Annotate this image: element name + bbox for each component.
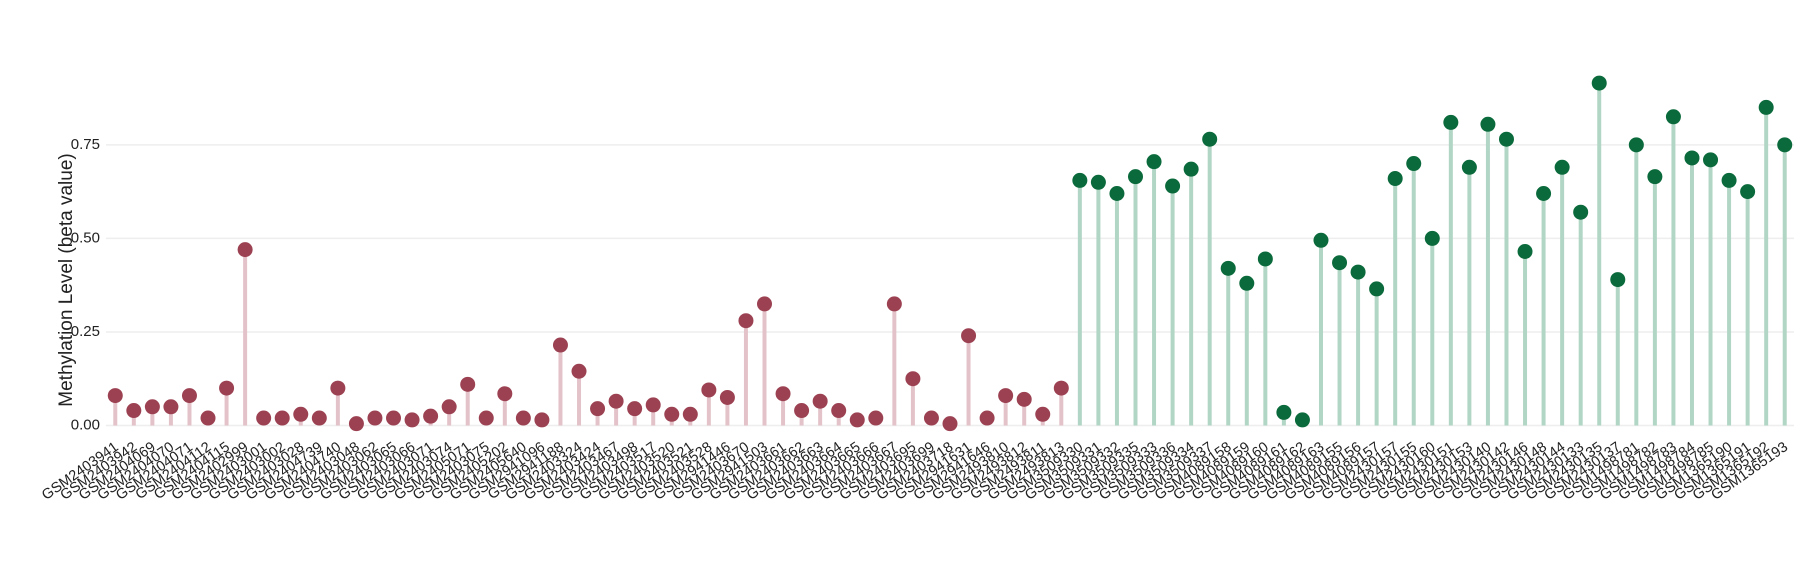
dot (775, 386, 791, 402)
dot (961, 328, 977, 344)
dot (144, 399, 160, 415)
dot (237, 242, 253, 258)
dot (1591, 75, 1607, 91)
y-axis-label: Methylation Level (beta value) (56, 153, 77, 406)
dot (330, 380, 346, 396)
dot (868, 410, 884, 426)
dot (478, 410, 494, 426)
dot (200, 410, 216, 426)
dot (515, 410, 531, 426)
dot (664, 406, 680, 422)
y-tick-label: 0.75 (71, 136, 100, 153)
dot (386, 410, 402, 426)
dot (645, 397, 661, 413)
dot (1220, 260, 1236, 276)
dot (719, 389, 735, 405)
dot (812, 393, 828, 409)
dot (849, 412, 865, 428)
dot (1109, 185, 1125, 201)
dot (1480, 116, 1496, 132)
dot (1758, 99, 1774, 115)
dot (942, 416, 958, 432)
dot (348, 416, 364, 432)
dot (1369, 281, 1385, 297)
dot (1016, 391, 1032, 407)
dot (1313, 232, 1329, 248)
dot (1127, 169, 1143, 185)
dot (1610, 272, 1626, 288)
dot (1276, 404, 1292, 420)
dot (1443, 114, 1459, 130)
dot (107, 388, 123, 404)
y-tick-label: 0.00 (71, 416, 100, 433)
dot (1777, 137, 1793, 153)
dot (1183, 161, 1199, 177)
dot (1628, 137, 1644, 153)
dot (1573, 204, 1589, 220)
dot (1647, 169, 1663, 185)
dot (1202, 131, 1218, 147)
dot (1257, 251, 1273, 267)
dot (608, 393, 624, 409)
dot (552, 337, 568, 353)
dot (979, 410, 995, 426)
dot (404, 412, 420, 428)
dot (181, 388, 197, 404)
dot (423, 408, 439, 424)
y-tick-label: 0.25 (71, 323, 100, 340)
dot (1035, 406, 1051, 422)
dot (886, 296, 902, 312)
dot (311, 410, 327, 426)
dot (1146, 154, 1162, 170)
dot (534, 412, 550, 428)
dot (1090, 174, 1106, 190)
dot (126, 403, 142, 419)
dot (571, 363, 587, 379)
dot (757, 296, 773, 312)
dot (219, 380, 235, 396)
dot (1740, 184, 1756, 200)
dot (497, 386, 513, 402)
dot (1294, 412, 1310, 428)
dot (1053, 380, 1069, 396)
dot (701, 382, 717, 398)
dot (738, 313, 754, 329)
dot (1406, 156, 1422, 172)
y-tick-label: 0.50 (71, 229, 100, 246)
dot (794, 403, 810, 419)
dot (1536, 185, 1552, 201)
dot (1554, 159, 1570, 175)
dot (1350, 264, 1366, 280)
dot (1684, 150, 1700, 166)
dot (1721, 172, 1737, 188)
dot (367, 410, 383, 426)
dot (831, 403, 847, 419)
dot (1498, 131, 1514, 147)
dot (590, 401, 606, 417)
dot (274, 410, 290, 426)
dot (1072, 172, 1088, 188)
dot (163, 399, 179, 415)
dot (1239, 275, 1255, 291)
dot (905, 371, 921, 387)
dot (460, 376, 476, 392)
dot (998, 388, 1014, 404)
dot (682, 406, 698, 422)
dot (1424, 230, 1440, 246)
dot (1387, 171, 1403, 187)
dot (1165, 178, 1181, 194)
dot (1332, 255, 1348, 271)
dot (923, 410, 939, 426)
dot (256, 410, 272, 426)
dot (1517, 244, 1533, 259)
dot (1461, 159, 1477, 175)
dot (293, 406, 309, 422)
dot (627, 401, 643, 417)
dot (1665, 109, 1681, 125)
dot (1703, 152, 1719, 168)
dot (441, 399, 457, 415)
